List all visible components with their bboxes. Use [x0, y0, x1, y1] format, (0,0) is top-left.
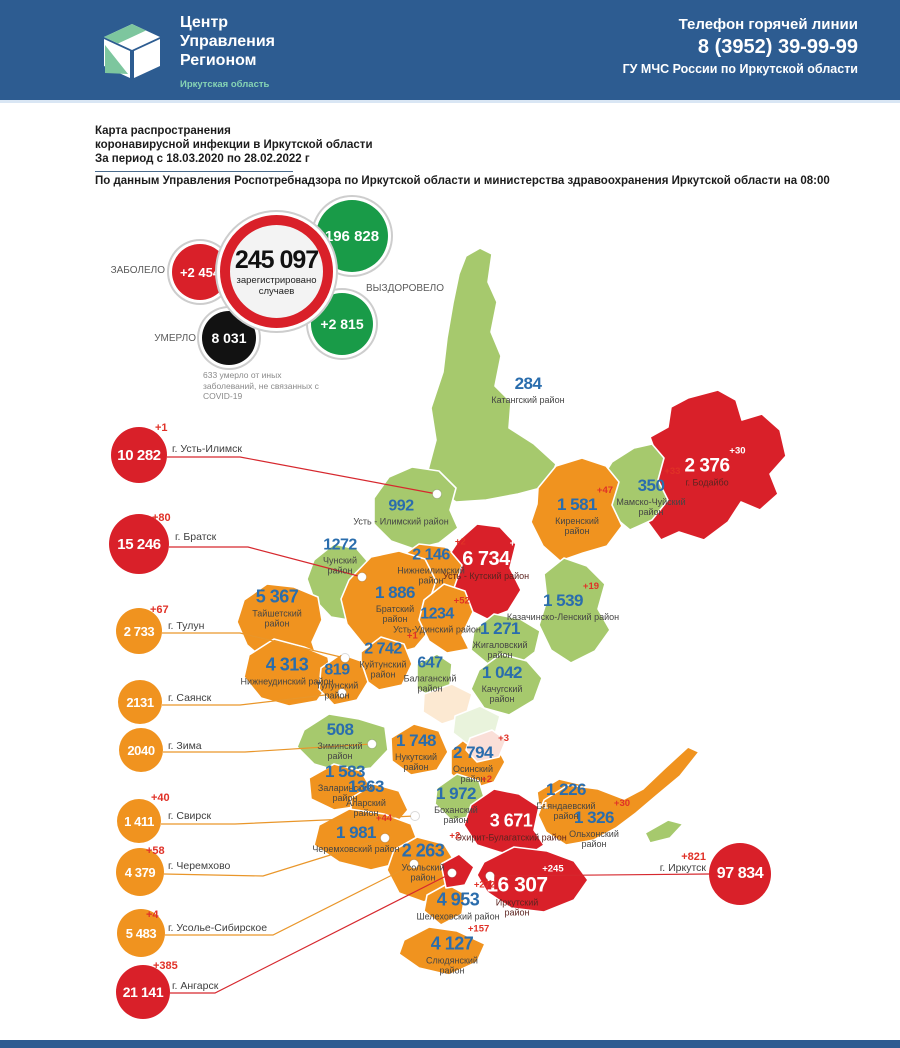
logo-title-line3: Регионом	[180, 52, 257, 69]
city-marker-dot-cheremkhovo	[380, 833, 390, 843]
callout-line-bratsk	[169, 546, 363, 578]
stat-recovered-label: ВЫЗДОРОВЕЛО	[366, 283, 445, 294]
stat-footnote: 633 умерло от иных заболеваний, не связа…	[203, 370, 319, 401]
district-zhigalovsky	[470, 613, 541, 669]
city-marker-dot-ust_ilimsk	[432, 489, 442, 499]
city-callout-usolye_sibirskoye: 5 483	[117, 909, 165, 957]
logo-title-line1: Центр	[180, 14, 229, 31]
city-callout-angarsk: 21 141	[116, 965, 170, 1019]
city-callout-svirsk: 1 411	[117, 799, 161, 843]
stat-total-caption: зарегистрировано случаев	[236, 275, 317, 297]
hotline-block: Телефон горячей линии 8 (3952) 39-99-99 …	[623, 16, 858, 76]
callout-line-ust_ilimsk	[167, 456, 438, 495]
map-title-line2: коронавирусной инфекции в Иркутской обла…	[95, 139, 373, 151]
logo-title: Центр Управления Регионом Иркутская обла…	[180, 13, 275, 94]
stat-infected-delta-circle: +2 454	[172, 244, 228, 300]
logo-subtitle: Иркутская область	[180, 79, 270, 90]
title-rule	[95, 171, 293, 172]
district-ekhirit_bulagatsky	[463, 788, 545, 859]
city-label-angarsk: г. Ангарск	[172, 980, 219, 992]
angarsk-urban-area	[440, 853, 475, 889]
data-source-line: По данным Управления Роспотребнадзора по…	[95, 175, 830, 187]
stat-died-label: УМЕРЛО	[154, 333, 196, 344]
city-label-tulun: г. Тулун	[168, 620, 205, 632]
district-no-data-3	[465, 729, 507, 763]
city-marker-dot-angarsk	[447, 868, 457, 878]
callout-line-angarsk	[170, 872, 453, 994]
district-bodaibinsky	[643, 389, 787, 541]
district-nukutsky	[390, 723, 449, 776]
hotline-org: ГУ МЧС России по Иркутской области	[622, 62, 858, 76]
city-delta-bratsk: +80	[152, 512, 171, 524]
header: Центр Управления Регионом Иркутская обла…	[0, 0, 900, 103]
city-label-irkutsk: г. Иркутск	[659, 862, 706, 874]
map-title: Карта распространения коронавирусной инф…	[95, 124, 373, 172]
city-callout-irkutsk: 97 834	[709, 843, 771, 905]
city-delta-svirsk: +40	[151, 792, 170, 804]
district-irkutsky	[476, 846, 589, 913]
bottom-bar	[0, 1040, 900, 1048]
city-marker-dot-tulun	[340, 653, 350, 663]
district-kachugsky	[470, 653, 543, 716]
stat-total-circle: 245 097 зарегистрировано случаев	[220, 215, 333, 328]
hotline-label: Телефон горячей линии	[678, 16, 858, 33]
city-callout-tulun: 2 733	[116, 608, 162, 654]
district-ust_kutsky	[450, 523, 522, 620]
stat-infected-label: ЗАБОЛЕЛО	[110, 265, 165, 276]
district-ziminsky	[296, 713, 389, 773]
city-label-cheremkhovo: г. Черемхово	[168, 860, 231, 872]
city-marker-dot-svirsk	[410, 811, 420, 821]
city-callout-cheremkhovo: 4 379	[116, 848, 164, 896]
callout-line-irkutsk	[489, 873, 710, 877]
callout-line-cheremkhovo	[163, 837, 386, 877]
city-label-usolye_sibirskoye: г. Усолье-Сибирское	[168, 922, 268, 934]
city-label-sayansk: г. Саянск	[168, 692, 212, 704]
callout-line-tulun	[162, 632, 346, 659]
city-marker-dot-irkutsk	[485, 871, 495, 881]
city-delta-cheremkhovo: +58	[146, 845, 165, 857]
stat-total-value: 245 097	[234, 246, 319, 274]
district-ust_udinsky	[418, 583, 474, 654]
city-marker-dot-usolye_sibirskoye	[409, 859, 419, 869]
city-callout-zima: 2040	[119, 728, 163, 772]
city-marker-dot-bratsk	[357, 572, 367, 582]
city-label-bratsk: г. Братск	[175, 531, 217, 543]
city-delta-tulun: +67	[150, 604, 169, 616]
map-title-line1: Карта распространения	[95, 125, 231, 137]
city-callout-bratsk: 15 246	[109, 514, 169, 574]
city-delta-angarsk: +385	[153, 960, 178, 972]
district-katangsky	[427, 247, 557, 503]
city-delta-irkutsk: +821	[681, 851, 706, 863]
callout-line-usolye_sibirskoye	[165, 863, 415, 936]
district-kirensky	[530, 457, 623, 562]
district-slyudyansky	[398, 926, 486, 976]
logo-title-line2: Управления	[180, 33, 275, 50]
city-callout-ust_ilimsk: 10 282	[111, 427, 167, 483]
city-marker-dot-sayansk	[337, 688, 347, 698]
city-callout-sayansk: 2131	[118, 680, 162, 724]
city-delta-ust_ilimsk: +1	[155, 422, 168, 434]
district-olkhonsky	[537, 746, 700, 846]
hotline-phone: 8 (3952) 39-99-99	[697, 36, 858, 58]
city-label-svirsk: г. Свирск	[168, 810, 212, 822]
city-delta-usolye_sibirskoye: +4	[146, 909, 159, 921]
callout-line-svirsk	[161, 815, 416, 825]
city-marker-dot-zima	[367, 739, 377, 749]
district-ust_ilimsky	[373, 466, 459, 550]
olkhon-island	[644, 819, 684, 844]
district-kazachinsko_lensky	[538, 557, 611, 664]
city-label-zima: г. Зима	[168, 740, 202, 752]
map-title-line3: За период с 18.03.2020 по 28.02.2022 г	[95, 153, 310, 165]
logo-cube-icon	[104, 24, 160, 78]
city-label-ust_ilimsk: г. Усть-Илимск	[172, 443, 242, 455]
callout-line-sayansk	[162, 692, 343, 706]
callout-line-zima	[163, 743, 373, 753]
